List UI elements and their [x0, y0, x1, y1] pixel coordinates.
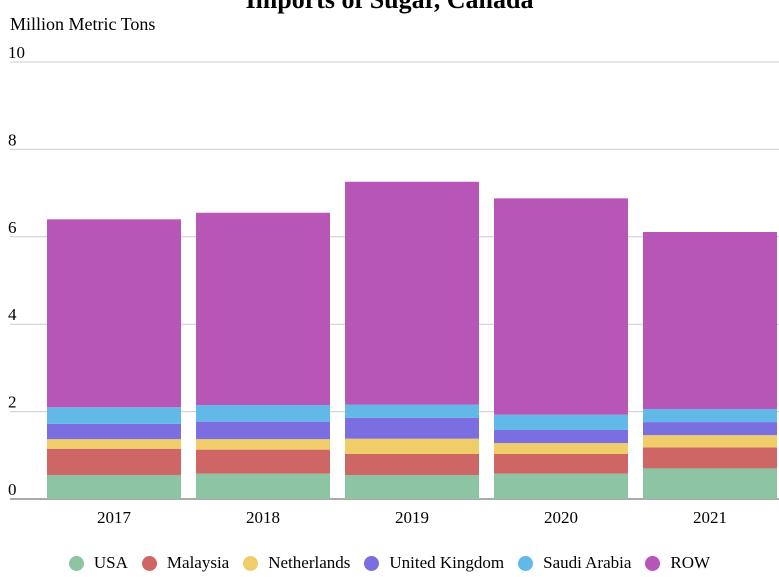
- legend-item: Netherlands: [243, 552, 350, 574]
- x-tick-label: 2020: [544, 508, 578, 527]
- legend-label: USA: [93, 553, 128, 572]
- bar-segment-netherlands: [643, 435, 777, 448]
- legend-item: Malaysia: [141, 552, 230, 574]
- legend-swatch: [645, 555, 661, 571]
- bar-segment-usa: [47, 474, 181, 499]
- y-tick-label: 2: [8, 393, 17, 412]
- y-tick-label: 10: [8, 43, 25, 62]
- bar-segment-row: [196, 212, 330, 406]
- legend-swatch: [243, 555, 259, 571]
- x-tick-label: 2018: [246, 508, 280, 527]
- bar-segment-row: [494, 198, 628, 415]
- legend-label: Malaysia: [166, 553, 230, 572]
- bar-segment-usa: [196, 473, 330, 499]
- legend-label: Saudi Arabia: [543, 553, 632, 572]
- bar-segment-saudi-arabia: [494, 414, 628, 430]
- chart-title: Imports of Sugar, Canada: [0, 0, 779, 14]
- y-axis-label: Million Metric Tons: [10, 14, 156, 34]
- legend-swatch: [68, 555, 84, 571]
- bar-segment-netherlands: [494, 443, 628, 454]
- y-tick-label: 0: [8, 480, 17, 499]
- bar-segment-united-kingdom: [47, 423, 181, 440]
- y-tick-label: 8: [8, 130, 17, 149]
- bar-segment-row: [345, 181, 479, 405]
- bar-segment-netherlands: [196, 439, 330, 450]
- legend-item: Saudi Arabia: [518, 552, 631, 574]
- bar-segment-saudi-arabia: [47, 407, 181, 424]
- bar-segment-united-kingdom: [196, 421, 330, 440]
- bar-segment-united-kingdom: [494, 429, 628, 444]
- bar-segment-usa: [345, 474, 479, 499]
- legend-label: Netherlands: [268, 553, 351, 572]
- bar-segment-malaysia: [345, 453, 479, 475]
- legend-item: USA: [68, 552, 128, 574]
- bar-segment-row: [47, 219, 181, 408]
- legend-swatch: [141, 555, 157, 571]
- bar-segment-row: [643, 231, 777, 409]
- legend-swatch: [364, 555, 380, 571]
- legend: USA Malaysia Netherlands United Kingdom Saud…: [0, 552, 779, 574]
- bar-segment-netherlands: [47, 439, 181, 449]
- bar-segment-netherlands: [345, 438, 479, 454]
- legend-item: ROW: [645, 552, 710, 574]
- x-tick-label: 2021: [693, 508, 727, 527]
- bar-segment-malaysia: [494, 453, 628, 474]
- bar-segment-saudi-arabia: [345, 404, 479, 418]
- legend-label: ROW: [670, 553, 711, 572]
- bar-segment-saudi-arabia: [643, 408, 777, 423]
- stacked-bar-chart: 0 2 4 6 8 10 2017 2018 2019 2020 2021: [8, 43, 779, 527]
- legend-item: United Kingdom: [364, 552, 504, 574]
- bar-segment-malaysia: [47, 448, 181, 475]
- x-tick-label: 2019: [395, 508, 429, 527]
- bar-segment-malaysia: [643, 447, 777, 469]
- y-tick-label: 4: [8, 305, 17, 324]
- bar-segment-malaysia: [196, 449, 330, 474]
- bar-segment-saudi-arabia: [196, 405, 330, 422]
- chart-title-clip: Imports of Sugar, Canada: [0, 0, 779, 14]
- bar-segment-usa: [494, 473, 628, 499]
- bar-segment-united-kingdom: [643, 422, 777, 436]
- y-tick-label: 6: [8, 218, 17, 237]
- legend-label: United Kingdom: [389, 553, 505, 572]
- x-tick-label: 2017: [97, 508, 132, 527]
- bar-segment-usa: [643, 468, 777, 499]
- bar-segment-united-kingdom: [345, 417, 479, 439]
- legend-swatch: [518, 555, 534, 571]
